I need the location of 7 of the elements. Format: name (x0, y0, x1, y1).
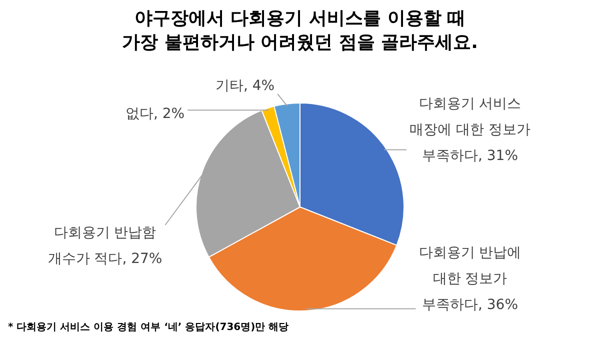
slice-label: 다회용기 서비스 매장에 대한 정보가 부족하다, 31% (410, 96, 530, 164)
chart-title: 야구장에서 다회용기 서비스를 이용할 때 가장 불편하거나 어려웠던 점을 골라주세요. (122, 8, 478, 53)
slice-label: 기타, 4% (215, 78, 275, 94)
slice-label: 없다, 2% (125, 106, 185, 122)
slice-label: 다회용기 반납함 개수가 적다, 27% (48, 225, 162, 267)
slice-label: 다회용기 반납에 대한 정보가 부족하다, 36% (418, 245, 522, 313)
text: * 다회용기 서비스 이용 경험 여부 ‘네’ 응답자(736명)만 해당 (8, 322, 289, 333)
